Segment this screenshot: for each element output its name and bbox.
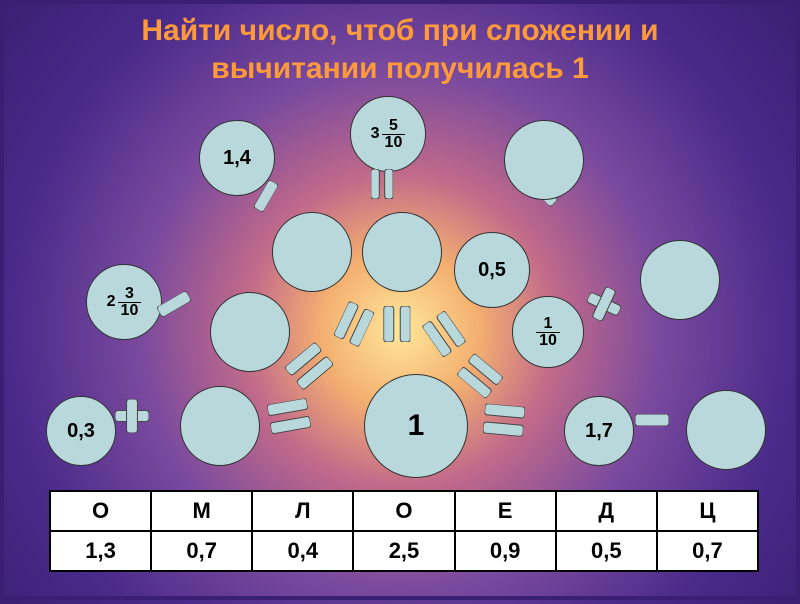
table-value-row: 1,30,70,42,50,90,50,7 (50, 531, 758, 571)
outer-circle-b1: 0,3 (46, 396, 116, 466)
table-value-cell: 0,7 (151, 531, 252, 571)
op1-b6 (581, 281, 626, 326)
op2-b4 (384, 306, 411, 342)
table-value-cell: 0,5 (556, 531, 657, 571)
inner-circle-b5 (504, 120, 584, 200)
table-header-cell: О (353, 491, 454, 531)
inner-circle-b6 (640, 240, 720, 320)
inner-circle-b4 (362, 212, 442, 292)
op2-b3 (333, 301, 375, 347)
table-header-row: ОМЛОЕДЦ (50, 491, 758, 531)
inner-circle-b7 (686, 390, 766, 470)
outer-circle-b6: 110 (512, 296, 584, 368)
table-header-cell: Л (252, 491, 353, 531)
table-header-cell: Е (455, 491, 556, 531)
center-circle: 1 (364, 374, 468, 478)
table-value-cell: 0,4 (252, 531, 353, 571)
table-value-cell: 2,5 (353, 531, 454, 571)
table-value-cell: 1,3 (50, 531, 151, 571)
op1-b4 (371, 169, 393, 199)
op2-b6 (456, 353, 503, 399)
inner-circle-b1 (180, 386, 260, 466)
op2-b1 (267, 398, 312, 434)
op2-b5 (422, 310, 467, 357)
table-header-cell: Ц (657, 491, 758, 531)
op1-b7 (635, 414, 669, 426)
outer-circle-b7: 1,7 (564, 396, 634, 466)
outer-circle-b4: 3510 (350, 96, 426, 172)
inner-circle-b3 (272, 212, 352, 292)
table-value-cell: 0,9 (455, 531, 556, 571)
outer-circle-b2: 2310 (86, 264, 162, 340)
table-header-cell: О (50, 491, 151, 531)
outer-circle-b5: 0,5 (454, 232, 530, 308)
table-header-cell: Д (556, 491, 657, 531)
outer-circle-b3: 1,4 (199, 120, 275, 196)
inner-circle-b2 (210, 292, 290, 372)
table-value-cell: 0,7 (657, 531, 758, 571)
table-header-cell: М (151, 491, 252, 531)
answer-table: ОМЛОЕДЦ 1,30,70,42,50,90,50,7 (49, 490, 759, 572)
op2-b7 (483, 404, 525, 437)
op2-b2 (284, 342, 334, 390)
op1-b1 (115, 399, 149, 433)
